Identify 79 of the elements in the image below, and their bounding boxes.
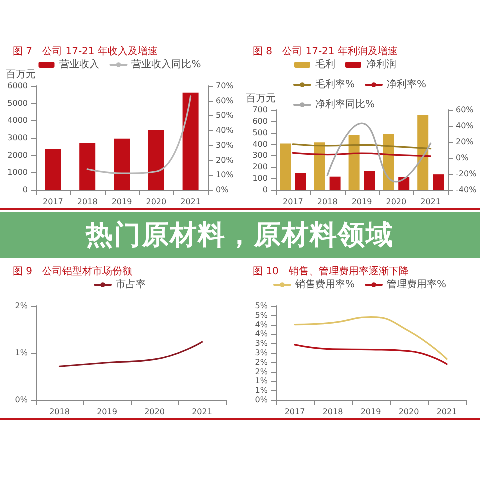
y-tick-label: 2%: [15, 302, 28, 310]
x-tick-label: 2020: [146, 198, 167, 206]
y-axis-title: 百万元: [6, 70, 36, 80]
y-tick-label: 3%: [255, 339, 268, 348]
legend-label: 销售费用率%: [294, 278, 356, 290]
y-tick-label: 0%: [255, 396, 268, 404]
y-tick-label: 3000: [8, 134, 28, 142]
y2-tick-label: 0%: [216, 186, 230, 194]
legend-label: 市占率: [116, 278, 146, 290]
y2-tick-label: 70%: [216, 82, 234, 90]
x-tick-label: 2021: [192, 408, 212, 416]
y2-tick-label: 20%: [456, 138, 474, 146]
y-tick-label: 5000: [8, 98, 28, 108]
x-tick-label: 2018: [322, 408, 344, 416]
chart-title: 图 8 公司 17-21 年利润及增速: [253, 46, 398, 58]
x-tick-label: 2018: [50, 408, 70, 416]
y2-tick-label: -20%: [456, 170, 478, 178]
x-tick-label: 2019: [360, 408, 382, 416]
x-tick-label: 2020: [398, 408, 420, 416]
x-tick-label: 2020: [386, 198, 407, 206]
y-tick-label: 100: [252, 174, 268, 184]
x-tick-label: 2017: [284, 408, 306, 416]
y2-tick-label: -40%: [456, 186, 478, 194]
y-tick-label: 4000: [8, 116, 28, 126]
x-tick-label: 2018: [77, 198, 98, 206]
x-tick-label: 2019: [112, 198, 132, 206]
x-tick-label: 2017: [283, 198, 304, 206]
y-tick-label: 600: [252, 116, 268, 126]
y-tick-label: 400: [252, 140, 268, 149]
y-tick-label: 1%: [255, 386, 268, 396]
y2-tick-label: 40%: [216, 126, 234, 136]
legend-label: 营业收入同比%: [132, 58, 202, 70]
legend-label: 营业收入: [60, 58, 100, 70]
y-tick-label: 3%: [255, 348, 268, 358]
y-tick-label: 2000: [8, 150, 28, 160]
x-tick-label: 2019: [97, 408, 118, 416]
y-tick-label: 0%: [15, 396, 28, 404]
y-tick-label: 4%: [255, 330, 268, 339]
y-tick-label: 700: [252, 106, 268, 114]
y-tick-label: 4%: [255, 320, 268, 330]
legend-label: 管理费用率%: [387, 278, 447, 290]
x-tick-label: 2021: [420, 198, 441, 206]
y-tick-label: 6000: [8, 82, 28, 90]
legend-label: 净利率同比%: [316, 98, 376, 110]
y-tick-label: 300: [252, 151, 268, 160]
x-tick-label: 2018: [317, 198, 338, 206]
y2-tick-label: 40%: [456, 122, 474, 130]
x-tick-label: 2020: [144, 408, 165, 416]
y-tick-label: 200: [252, 162, 268, 172]
y-tick-label: 2%: [255, 358, 268, 367]
y2-tick-label: 30%: [216, 140, 234, 150]
y2-tick-label: 10%: [216, 170, 234, 180]
text: 热门原材料，原材料领域: [0, 212, 480, 258]
y2-tick-label: 50%: [216, 111, 234, 120]
y2-tick-label: 60%: [456, 106, 474, 114]
y-tick-label: 1000: [8, 168, 28, 178]
x-tick-label: 2021: [180, 198, 201, 206]
y2-tick-label: 0%: [456, 154, 470, 162]
y-tick-label: 2%: [255, 367, 268, 376]
y-axis-title: 百万元: [246, 94, 276, 104]
y-tick-label: 5%: [255, 310, 268, 320]
y2-tick-label: 60%: [216, 96, 234, 106]
x-tick-label: 2019: [352, 198, 372, 206]
y-tick-label: 500: [252, 128, 268, 138]
x-tick-label: 2017: [43, 198, 64, 206]
y-tick-label: 0: [262, 186, 268, 194]
y-tick-label: 1%: [255, 376, 268, 386]
legend-label: 毛利: [316, 58, 336, 70]
legend-label: 净利润: [366, 58, 396, 70]
y-tick-label: 5%: [255, 302, 268, 310]
chart-title: 图 10 销售、管理费用率逐渐下降: [253, 266, 409, 278]
legend-label: 毛利率%: [316, 78, 356, 90]
chart-title: 图 9 公司铝型材市场份额: [13, 266, 133, 278]
legend-label: 净利率%: [387, 78, 427, 90]
y2-tick-label: 20%: [216, 156, 234, 165]
chart-title: 图 7 公司 17-21 年收入及增速: [13, 46, 158, 58]
y-tick-label: 0: [22, 186, 28, 194]
y-tick-label: 1%: [15, 348, 28, 358]
x-tick-label: 2021: [436, 408, 458, 416]
